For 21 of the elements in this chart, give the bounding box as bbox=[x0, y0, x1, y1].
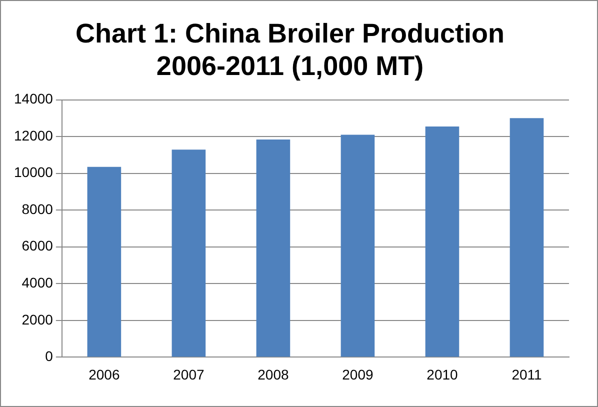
y-tick-label: 6000 bbox=[22, 238, 54, 254]
y-tick-label: 12000 bbox=[14, 127, 54, 144]
x-tick-label: 2011 bbox=[512, 366, 542, 382]
x-tick-label: 2006 bbox=[88, 366, 120, 382]
bar bbox=[510, 118, 544, 357]
y-tick-label: 10000 bbox=[14, 164, 54, 180]
bar bbox=[425, 126, 460, 357]
x-tick-label: 2010 bbox=[426, 366, 458, 382]
y-tick-label: 8000 bbox=[22, 200, 54, 217]
chart-title: Chart 1: China Broiler Production 2006-2011 (1,000 MT) bbox=[75, 18, 505, 82]
bar bbox=[256, 140, 290, 357]
y-tick-label: 4000 bbox=[22, 274, 54, 291]
x-tick-label: 2007 bbox=[173, 366, 204, 382]
bar bbox=[87, 166, 122, 357]
bar bbox=[172, 150, 206, 357]
x-tick-label: 2009 bbox=[342, 366, 374, 382]
y-tick-label: 0 bbox=[45, 348, 54, 364]
y-tick-label: 2000 bbox=[22, 311, 54, 328]
x-tick-label: 2008 bbox=[258, 366, 289, 382]
bar bbox=[340, 134, 375, 357]
y-tick-label: 14000 bbox=[14, 90, 54, 107]
